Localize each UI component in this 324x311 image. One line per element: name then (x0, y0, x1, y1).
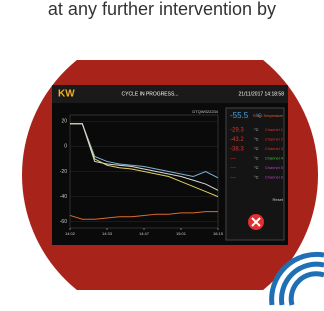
channel-name: Channel 1 (265, 127, 284, 132)
y-tick-label: -40 (60, 194, 67, 200)
channel-name: Channel 4 (265, 156, 284, 161)
channel-value: --- (230, 175, 236, 181)
caption: at any further intervention by (48, 0, 276, 19)
x-tick-label: 14:47 (139, 231, 150, 236)
y-tick-label: -20 (60, 169, 67, 175)
channel-unit: °C (254, 165, 259, 170)
channel-unit: °C (254, 175, 259, 180)
channel-name: Channel 6 (265, 175, 284, 180)
channel-value: -38.3 (230, 147, 244, 153)
y-tick-label: 0 (64, 144, 67, 150)
datetime: 21/11/2017 14:18:58 (238, 91, 284, 97)
logo: KW (58, 89, 75, 100)
x-tick-label: 16:15 (213, 231, 224, 236)
x-tick-label: 15:01 (176, 231, 187, 236)
y-tick-label: 20 (61, 119, 67, 125)
channel-unit: °C (254, 156, 259, 161)
x-tick-label: 14:33 (102, 231, 113, 236)
photo: at any further intervention by KW CYCLE I… (0, 0, 324, 311)
serial: DTQW022234 (192, 109, 218, 114)
channel-unit: °C (254, 127, 259, 132)
channel-value: --- (230, 156, 236, 162)
channel-unit: °C (254, 146, 259, 151)
main-label: Room Temperature (253, 114, 283, 118)
x-tick-label: 14:02 (65, 231, 76, 236)
channel-value: --- (230, 166, 236, 172)
reset-label: Reset (273, 197, 284, 202)
channel-name: Channel 5 (265, 165, 284, 170)
main-value: -55.5 (230, 111, 249, 120)
channel-name: Channel 2 (265, 137, 284, 142)
y-tick-label: -60 (60, 219, 67, 225)
channel-value: -43.2 (230, 137, 244, 143)
status: CYCLE IN PROGRESS... (122, 91, 179, 97)
channel-unit: °C (254, 137, 259, 142)
channel-value: -29.3 (230, 128, 244, 134)
channel-name: Channel 3 (265, 146, 284, 151)
